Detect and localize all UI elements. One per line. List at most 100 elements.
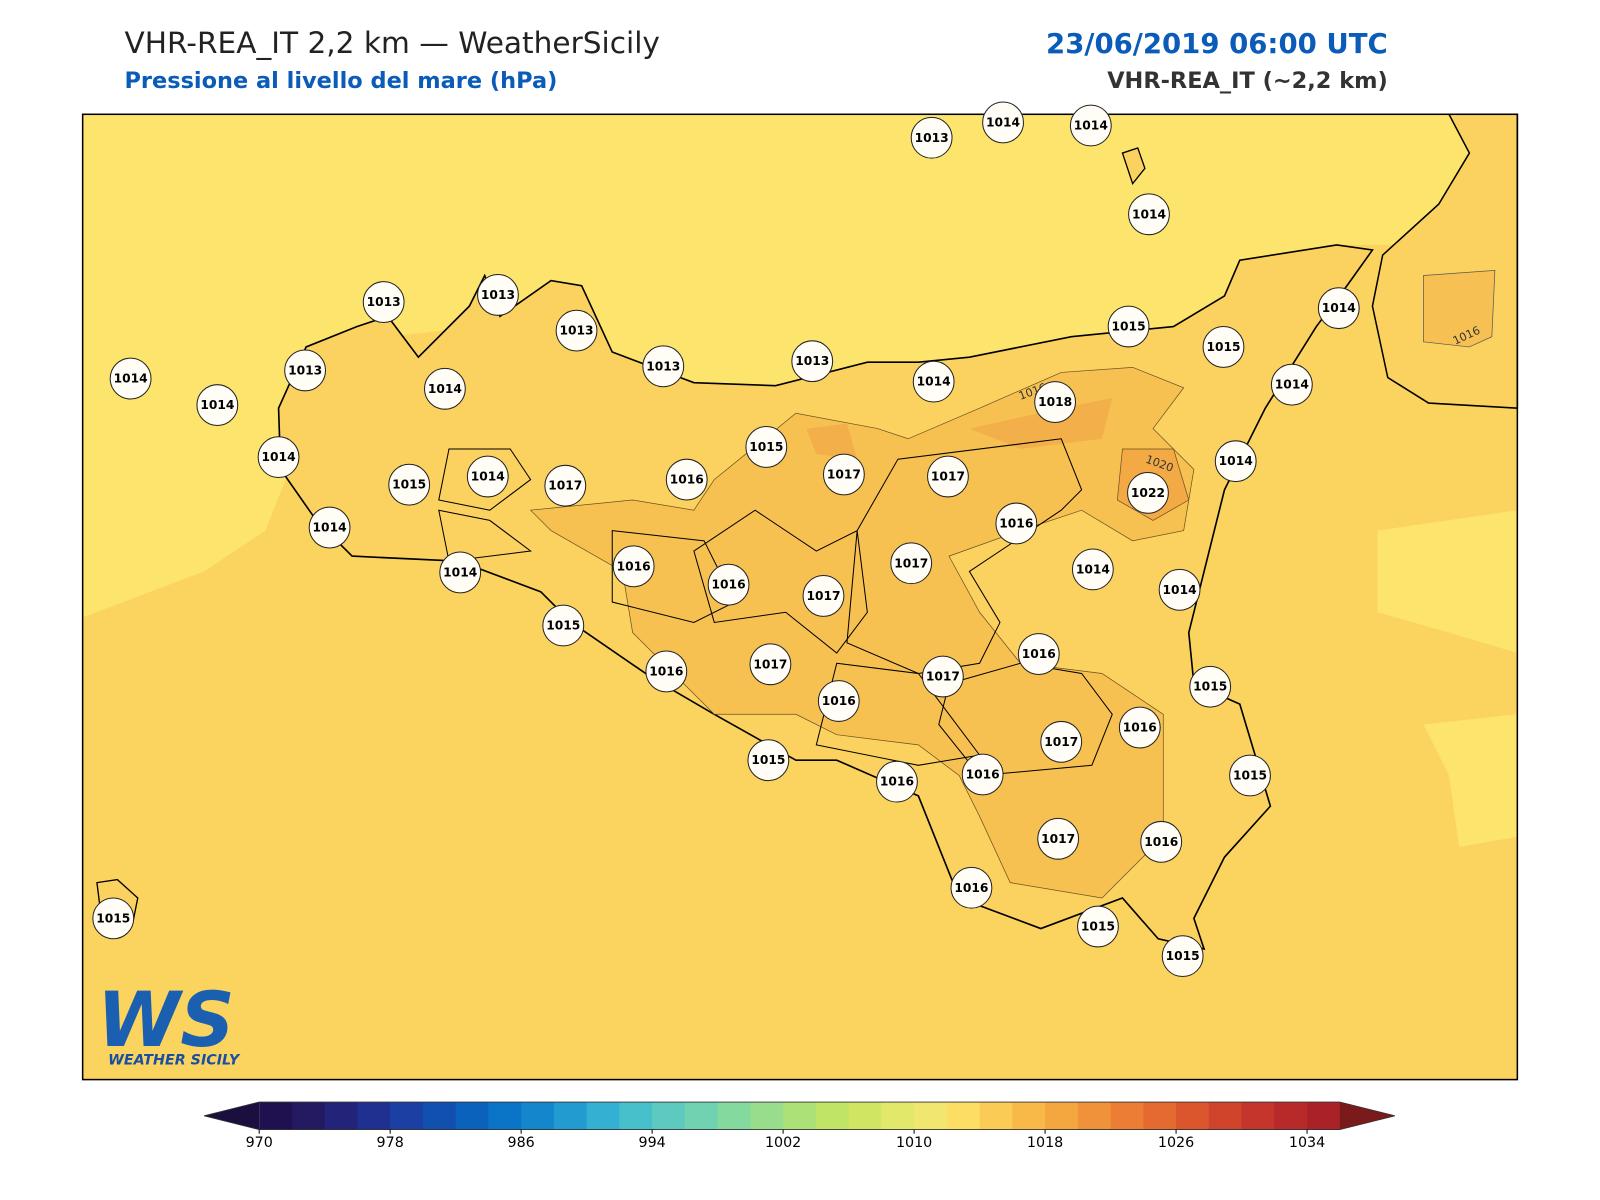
station-value: 1014 <box>262 450 296 464</box>
colorbar-bin <box>684 1102 719 1130</box>
station-value: 1017 <box>931 470 965 484</box>
station-value: 1016 <box>1022 647 1056 661</box>
station-marker <box>466 455 509 498</box>
station-value: 1016 <box>712 578 746 592</box>
station: 1015 <box>1189 665 1232 708</box>
colorbar-bin <box>815 1102 850 1130</box>
station-marker <box>817 680 860 722</box>
station: 1016 <box>1017 633 1060 675</box>
station: 1017 <box>822 453 865 496</box>
station-value: 1014 <box>986 115 1020 129</box>
station-value: 1013 <box>795 354 829 368</box>
station: 1013 <box>477 273 519 316</box>
colorbar-bin <box>1045 1102 1079 1130</box>
station: 1014 <box>1069 104 1112 147</box>
station-marker <box>950 866 993 909</box>
colorbar-bin <box>1077 1102 1112 1130</box>
station-marker <box>612 545 655 588</box>
station-marker <box>1128 193 1170 236</box>
title: VHR-REA_IT 2,2 km — WeatherSicily <box>124 26 659 60</box>
colorbar-bin <box>717 1102 751 1130</box>
colorbar-bin <box>652 1102 686 1130</box>
station-marker <box>1034 381 1077 423</box>
colorbar-bin <box>1110 1102 1144 1130</box>
station-value: 1016 <box>617 559 651 573</box>
station-value: 1014 <box>313 521 347 535</box>
station: 1014 <box>1071 548 1114 591</box>
colorbar-bin <box>586 1102 620 1130</box>
colorbar-tick-label: 1002 <box>765 1135 801 1151</box>
station: 1016 <box>961 753 1004 796</box>
station-value: 1018 <box>1038 395 1072 409</box>
station-value: 1016 <box>1144 835 1178 849</box>
station-marker <box>910 116 953 159</box>
station-marker <box>961 753 1004 796</box>
station-marker <box>912 360 955 403</box>
station-value: 1015 <box>1193 680 1227 694</box>
station-value: 1016 <box>649 664 683 678</box>
station: 1014 <box>912 360 955 403</box>
station: 1015 <box>542 604 585 647</box>
station-marker <box>745 426 788 468</box>
colorbar-bin <box>488 1102 522 1130</box>
station-value: 1017 <box>926 670 960 684</box>
station-marker <box>665 458 708 501</box>
island <box>1121 147 1146 186</box>
station-marker <box>890 542 933 585</box>
station: 1015 <box>1229 754 1271 797</box>
colorbar-bin <box>1274 1102 1308 1130</box>
colorbar-bin <box>390 1102 424 1130</box>
colorbar-bin <box>881 1102 915 1130</box>
station: 1017 <box>544 464 587 507</box>
station-value: 1016 <box>1123 721 1157 735</box>
station-marker <box>196 384 239 427</box>
station-value: 1016 <box>822 694 856 708</box>
station-value: 1015 <box>546 619 580 633</box>
station: 1013 <box>791 340 834 383</box>
station-value: 1015 <box>1081 920 1115 934</box>
station: 1016 <box>1140 820 1183 863</box>
station-marker <box>362 281 405 323</box>
station: 1013 <box>362 281 405 323</box>
station-value: 1014 <box>1275 378 1309 392</box>
station-value: 1017 <box>1044 735 1078 749</box>
colorbar-tick-label: 986 <box>508 1135 535 1151</box>
station-marker <box>995 502 1038 545</box>
station: 1017 <box>1040 720 1083 763</box>
station: 1014 <box>1270 363 1313 406</box>
station: 1017 <box>890 542 933 585</box>
station: 1014 <box>466 455 509 498</box>
colorbar-tick-label: 1010 <box>896 1135 932 1151</box>
station-marker <box>791 340 834 383</box>
station-marker <box>921 655 964 698</box>
station-value: 1022 <box>1131 486 1165 500</box>
station: 1016 <box>707 563 750 606</box>
station-marker <box>1017 633 1060 675</box>
station-value: 1016 <box>670 473 704 487</box>
station-marker <box>747 739 790 782</box>
station: 1013 <box>642 345 685 388</box>
station-marker <box>707 563 750 606</box>
colorbar-bin <box>914 1102 948 1130</box>
logo-name: WEATHER SICILY <box>108 1052 241 1068</box>
station-marker <box>1158 568 1201 611</box>
station-marker <box>477 273 519 316</box>
station-value: 1014 <box>1132 207 1166 221</box>
station-value: 1015 <box>749 440 783 454</box>
station-value: 1014 <box>1322 301 1356 315</box>
station-marker <box>802 575 845 617</box>
station-marker <box>308 506 351 549</box>
station-marker <box>1040 720 1083 763</box>
station-value: 1014 <box>1076 562 1110 576</box>
station-value: 1014 <box>428 382 462 396</box>
station: 1015 <box>1107 305 1150 348</box>
station-marker <box>876 760 918 803</box>
station: 1013 <box>284 349 327 392</box>
colorbar-bin <box>1143 1102 1177 1130</box>
station: 1014 <box>1317 287 1360 330</box>
colorbar-bin <box>619 1102 653 1130</box>
station-marker <box>1077 905 1119 948</box>
